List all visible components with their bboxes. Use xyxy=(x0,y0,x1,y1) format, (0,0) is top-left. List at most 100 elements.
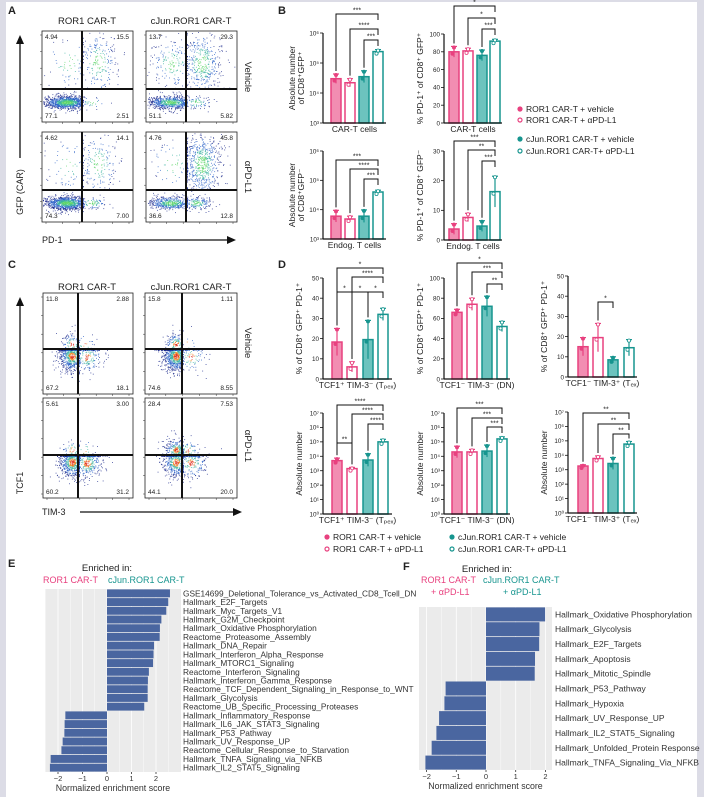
event-dot xyxy=(74,206,76,208)
event-dot xyxy=(67,104,69,106)
event-dot xyxy=(56,204,58,206)
event-dot xyxy=(70,205,71,207)
event-dot xyxy=(174,65,175,67)
event-dot xyxy=(114,170,116,172)
event-dot xyxy=(190,188,192,190)
event-dot xyxy=(102,51,103,53)
event-dot xyxy=(194,50,196,52)
event-dot xyxy=(49,205,51,206)
event-dot xyxy=(63,200,65,202)
event-dot xyxy=(178,106,179,107)
event-dot xyxy=(49,206,51,208)
event-dot xyxy=(59,198,61,199)
event-dot xyxy=(163,99,165,101)
event-dot xyxy=(95,52,97,53)
event-dot xyxy=(197,151,199,153)
event-dot xyxy=(176,69,178,71)
event-dot xyxy=(199,156,201,158)
event-dot xyxy=(172,99,174,101)
event-dot xyxy=(202,144,204,146)
event-dot xyxy=(86,57,88,59)
event-dot xyxy=(78,206,80,208)
event-dot xyxy=(166,98,167,99)
event-dot xyxy=(97,202,99,204)
event-dot xyxy=(98,151,100,152)
event-dot xyxy=(78,107,80,108)
event-dot xyxy=(73,108,75,110)
quadrant-value-ll: 77.1 xyxy=(45,113,58,120)
event-dot xyxy=(68,206,70,208)
event-dot xyxy=(56,201,58,202)
event-dot xyxy=(99,152,101,154)
event-dot xyxy=(204,83,206,84)
event-dot xyxy=(84,175,86,176)
event-dot xyxy=(192,100,194,102)
event-dot xyxy=(70,202,72,204)
event-dot xyxy=(191,148,193,149)
event-dot xyxy=(172,72,173,74)
event-dot xyxy=(69,103,70,105)
event-dot xyxy=(187,149,188,151)
event-dot xyxy=(187,59,188,60)
event-dot xyxy=(79,200,81,202)
event-dot xyxy=(66,96,67,97)
event-dot xyxy=(64,108,66,110)
quadrant-value-ur: 15.5 xyxy=(116,34,129,41)
event-dot xyxy=(70,207,72,209)
event-dot xyxy=(83,165,84,167)
event-dot xyxy=(191,171,193,173)
event-dot xyxy=(83,50,84,52)
event-dot xyxy=(207,97,209,98)
event-dot xyxy=(75,91,77,93)
event-dot xyxy=(198,165,200,166)
event-dot xyxy=(170,200,171,202)
event-dot xyxy=(79,105,81,107)
event-dot xyxy=(161,102,163,104)
event-dot xyxy=(70,107,71,109)
event-dot xyxy=(169,97,171,99)
event-dot xyxy=(57,101,58,103)
event-dot xyxy=(93,163,95,165)
event-dot xyxy=(74,107,76,109)
event-dot xyxy=(67,104,69,105)
event-dot xyxy=(200,165,202,166)
event-dot xyxy=(165,98,167,99)
event-dot xyxy=(153,149,155,151)
event-dot xyxy=(80,202,82,204)
event-dot xyxy=(207,151,208,153)
event-dot xyxy=(207,81,209,83)
event-dot xyxy=(167,170,168,172)
event-dot xyxy=(54,104,56,106)
event-dot xyxy=(111,59,113,61)
event-dot xyxy=(204,60,206,61)
event-dot xyxy=(95,62,97,64)
event-dot xyxy=(193,55,195,57)
event-dot xyxy=(179,50,181,51)
event-dot xyxy=(160,44,162,46)
event-dot xyxy=(167,102,168,103)
event-dot xyxy=(98,176,100,178)
event-dot xyxy=(70,198,72,199)
event-dot xyxy=(108,145,110,147)
event-dot xyxy=(171,64,173,66)
event-dot xyxy=(220,64,222,66)
event-dot xyxy=(203,164,205,165)
event-dot xyxy=(169,103,171,105)
event-dot xyxy=(156,198,158,200)
event-dot xyxy=(48,100,50,102)
event-dot xyxy=(65,183,67,185)
event-dot xyxy=(194,172,196,174)
event-dot xyxy=(75,203,77,205)
event-dot xyxy=(52,201,54,203)
event-dot xyxy=(219,72,221,74)
event-dot xyxy=(191,57,193,59)
event-dot xyxy=(62,107,64,109)
event-dot xyxy=(154,54,155,56)
panel-label: B xyxy=(278,5,286,17)
event-dot xyxy=(191,179,193,180)
event-dot xyxy=(147,75,149,76)
event-dot xyxy=(204,45,206,47)
event-dot xyxy=(223,165,224,166)
event-dot xyxy=(172,147,174,149)
event-dot xyxy=(57,199,59,201)
